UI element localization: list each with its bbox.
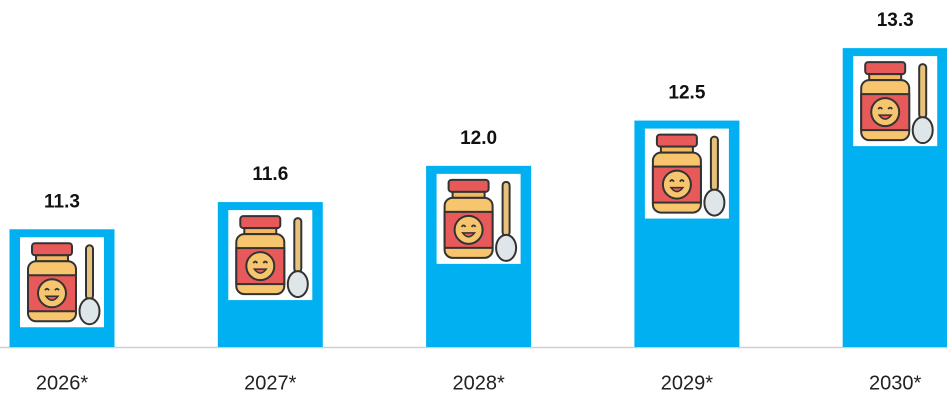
face-mouth xyxy=(669,186,685,193)
spoon-handle xyxy=(709,135,719,192)
value-label: 11.3 xyxy=(44,191,80,212)
face-eyes xyxy=(877,106,893,110)
value-label: 11.6 xyxy=(252,164,288,185)
spoon-bowl xyxy=(495,233,518,262)
value-label: 13.3 xyxy=(877,10,914,31)
spoon-bowl xyxy=(78,297,101,326)
spoon-handle xyxy=(293,217,303,274)
jar-lid xyxy=(655,133,698,148)
spoon-handle xyxy=(918,63,928,120)
jar-icon xyxy=(853,56,938,147)
x-tick-label: 2029* xyxy=(661,372,713,394)
jar-icon xyxy=(20,237,104,328)
x-tick-label: 2026* xyxy=(36,372,88,394)
face-eyes xyxy=(669,179,685,183)
spoon-bowl xyxy=(911,116,934,145)
face-mouth xyxy=(461,232,477,238)
jar-lid xyxy=(447,178,490,193)
face-eyes xyxy=(252,260,269,264)
face-mouth xyxy=(252,268,268,274)
face-eyes xyxy=(460,224,477,228)
value-label: 12.5 xyxy=(668,83,705,104)
x-tick-label: 2027* xyxy=(244,372,296,394)
face xyxy=(453,214,484,245)
spoon-handle xyxy=(85,244,94,301)
jar-lid xyxy=(864,61,907,76)
x-tick-label: 2028* xyxy=(452,372,504,394)
x-tick-label: 2030* xyxy=(869,372,921,394)
jar-lid xyxy=(31,242,73,257)
face xyxy=(870,97,901,128)
jar-icon xyxy=(644,128,729,219)
face-eyes xyxy=(44,287,60,291)
face xyxy=(245,251,276,282)
spoon-bowl xyxy=(703,188,726,217)
face xyxy=(661,169,692,200)
face xyxy=(37,278,67,309)
jar-lid xyxy=(239,215,282,230)
spoon-handle xyxy=(501,180,511,237)
face-mouth xyxy=(877,114,893,120)
jar-icon xyxy=(436,173,521,264)
jar-icon xyxy=(228,210,313,301)
spoon-bowl xyxy=(286,270,309,299)
face-mouth xyxy=(44,295,60,301)
value-label: 12.0 xyxy=(460,128,497,149)
